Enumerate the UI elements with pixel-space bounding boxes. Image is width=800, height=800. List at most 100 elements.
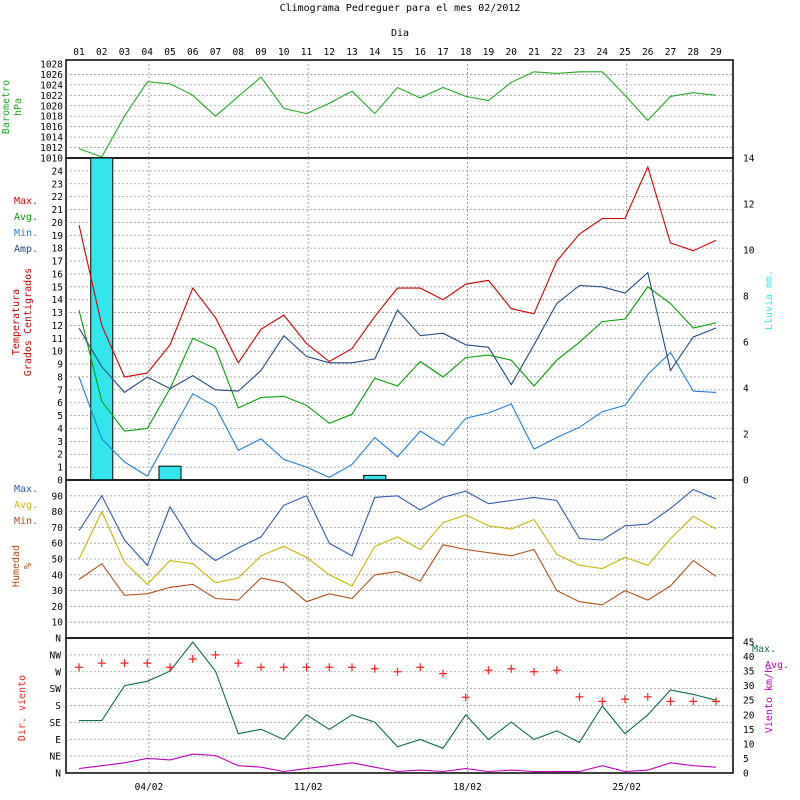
wind-avg-line <box>78 753 717 773</box>
humidity-tick: 60 <box>52 539 64 550</box>
temperature-legend-avg: Avg. <box>14 212 38 223</box>
temperature-tick: 17 <box>52 257 63 268</box>
wind-direction-marker <box>143 659 152 668</box>
wind-direction-marker <box>439 669 447 678</box>
day-label: 21 <box>528 47 540 58</box>
wind-speed-axis-label: Viento km/h <box>764 667 775 733</box>
rain-tick: 6 <box>743 338 749 349</box>
rain-tick: 8 <box>743 292 749 303</box>
wind-legend-max: Max. <box>752 644 776 655</box>
temperature-tick: 24 <box>52 166 64 177</box>
wind-speed-tick: 35 <box>743 667 754 678</box>
humidity-tick: 70 <box>52 523 64 534</box>
humidity-tick: 90 <box>52 491 64 502</box>
temperature-tick: 14 <box>52 295 64 306</box>
temperature-tick: 0 <box>57 476 63 487</box>
wind-direction-tick: NW <box>50 650 62 661</box>
day-label: 28 <box>688 47 700 58</box>
temperature-amp-line <box>78 271 717 394</box>
humidity-tick: 50 <box>52 555 64 566</box>
wind-direction-marker <box>325 663 334 672</box>
wind-speed-tick: 25 <box>743 696 754 707</box>
wind-direction-tick: NE <box>50 752 62 763</box>
temperature-tick: 5 <box>57 411 63 422</box>
barometer-panel: 1010101210141016101810201022102410261028… <box>1 59 734 165</box>
humidity-tick: 10 <box>52 618 64 629</box>
temperature-tick: 15 <box>52 282 63 293</box>
temperature-tick: 8 <box>57 372 63 383</box>
temperature-tick: 9 <box>57 360 63 371</box>
wind-direction-axis-label: Dir. viento <box>17 675 28 741</box>
temperature-tick: 22 <box>52 192 63 203</box>
barometer-axis-label: Barometro <box>1 80 12 134</box>
wind-direction-marker <box>552 666 561 675</box>
day-label: 22 <box>551 47 562 58</box>
wind-speed-tick: 5 <box>743 754 749 765</box>
day-label: 17 <box>437 47 448 58</box>
day-label: 06 <box>187 47 199 58</box>
wind-direction-marker <box>416 663 425 672</box>
wind-direction-marker <box>393 667 402 676</box>
temperature-tick: 16 <box>52 269 64 280</box>
temperature-tick: 3 <box>57 437 63 448</box>
temperature-tick: 20 <box>52 218 64 229</box>
wind-direction-marker <box>370 664 379 673</box>
temperature-max-line <box>78 165 717 378</box>
wind-direction-tick: SE <box>50 718 62 729</box>
wind-direction-marker <box>575 692 584 701</box>
day-label: 05 <box>164 47 175 58</box>
wind-direction-tick: N <box>55 769 61 780</box>
date-label: 25/02 <box>612 782 641 793</box>
day-label: 11 <box>301 47 313 58</box>
barometer-tick: 1026 <box>40 70 63 81</box>
rain-tick: 4 <box>743 384 749 395</box>
day-label: 20 <box>506 47 518 58</box>
day-label: 26 <box>642 47 654 58</box>
wind-direction-marker <box>257 663 265 672</box>
wind-direction-marker <box>621 695 629 704</box>
humidity_max-line <box>78 488 717 567</box>
wind-direction-marker <box>643 692 652 701</box>
day-label: 25 <box>619 47 630 58</box>
date-label: 04/02 <box>135 782 164 793</box>
temperature-tick: 12 <box>52 321 63 332</box>
day-label: 24 <box>597 47 609 58</box>
humidity-panel: 10 20 30 40 50 60 70 80 90 Max. Avg. Min. Humedad% <box>11 479 734 639</box>
day-label: 08 <box>233 47 245 58</box>
wind-direction-marker <box>166 663 174 672</box>
temperature-panel: 0123456789101112131415161718192021222324… <box>11 154 775 487</box>
wind-speed-tick: 30 <box>743 681 755 692</box>
day-label: 27 <box>665 47 676 58</box>
wind-direction-marker <box>188 655 197 663</box>
wind-direction-tick: SW <box>50 684 62 695</box>
wind-direction-marker <box>689 697 698 706</box>
barometer-tick: 1012 <box>40 143 63 154</box>
wind-direction-marker <box>598 697 607 706</box>
rain-axis-label: Lluvia mm. <box>764 270 775 330</box>
wind-direction-marker <box>120 659 129 668</box>
barometer-tick: 1028 <box>40 60 63 71</box>
temperature-legend-max: Max. <box>14 196 38 207</box>
day-label: 07 <box>210 47 221 58</box>
humidity_min-line <box>78 544 717 606</box>
day-label: 18 <box>460 47 472 58</box>
day-label: 14 <box>369 47 381 58</box>
humidity-axis-label: Humedad <box>11 545 22 587</box>
temperature-tick: 18 <box>52 244 64 255</box>
wind-speed-tick: 10 <box>743 739 755 750</box>
day-label: 13 <box>346 47 357 58</box>
temperature-tick: 7 <box>57 385 63 396</box>
day-label: 16 <box>415 47 427 58</box>
wind-speed-tick: 20 <box>743 710 755 721</box>
wind-direction-marker <box>530 667 538 676</box>
humidity-tick: 20 <box>52 602 64 613</box>
temperature-min-line <box>78 351 717 479</box>
wind-direction-marker <box>461 693 470 702</box>
wind-direction-marker <box>348 663 356 672</box>
wind-direction-marker <box>211 650 220 659</box>
temperature-tick: 2 <box>57 450 63 461</box>
day-label: 02 <box>96 47 107 58</box>
chart-title: Climograma Pedreguer para el mes 02/2012 <box>280 3 521 14</box>
barometer-line <box>78 71 717 158</box>
rain-tick: 2 <box>743 430 749 441</box>
